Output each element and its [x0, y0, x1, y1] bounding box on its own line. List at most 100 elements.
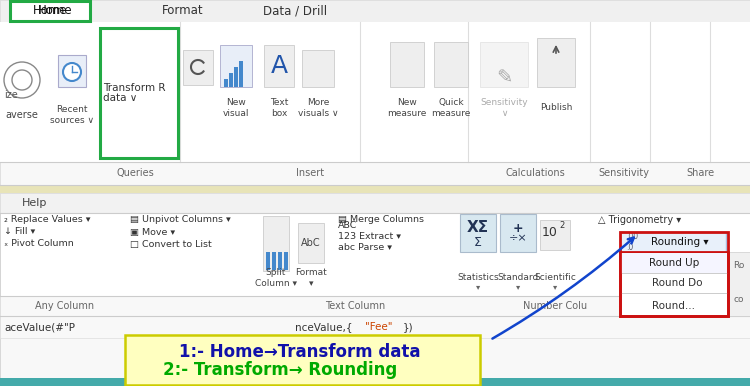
- Text: ▣ Move ▾: ▣ Move ▾: [130, 227, 175, 237]
- Bar: [0, 378, 750, 386]
- Text: 2:- Transform→ Rounding: 2:- Transform→ Rounding: [163, 361, 398, 379]
- Bar: [540, 220, 570, 250]
- Text: Home: Home: [33, 5, 68, 17]
- Text: Rounding ▾: Rounding ▾: [651, 237, 709, 247]
- Bar: [500, 214, 536, 252]
- Text: .00
.0: .00 .0: [626, 232, 638, 252]
- Bar: [620, 232, 728, 316]
- Bar: [0, 193, 750, 386]
- Text: △ Trigonometry ▾: △ Trigonometry ▾: [598, 215, 681, 225]
- Bar: [264, 45, 294, 87]
- Text: ↓ Fill ▾: ↓ Fill ▾: [4, 227, 35, 237]
- Text: Text
box: Text box: [270, 98, 288, 118]
- Text: Recent
sources ∨: Recent sources ∨: [50, 105, 94, 125]
- Text: ₂ Replace Values ▾: ₂ Replace Values ▾: [4, 215, 91, 225]
- Text: ize: ize: [4, 90, 18, 100]
- Bar: [100, 28, 178, 158]
- Bar: [0, 22, 750, 162]
- Text: Insert: Insert: [296, 168, 324, 178]
- Text: aceValue(#"P: aceValue(#"P: [4, 322, 75, 332]
- Bar: [284, 252, 288, 270]
- Text: Ro: Ro: [734, 261, 745, 269]
- Bar: [58, 55, 86, 87]
- Bar: [110, 38, 158, 78]
- Text: +: +: [513, 222, 523, 235]
- Text: New
visual: New visual: [223, 98, 249, 118]
- Text: More
visuals ∨: More visuals ∨: [298, 98, 338, 118]
- Text: Round...: Round...: [652, 301, 695, 311]
- Bar: [620, 252, 728, 316]
- Text: Queries: Queries: [116, 168, 154, 178]
- Text: ₓ Pivot Column: ₓ Pivot Column: [4, 239, 74, 249]
- Text: Text Column: Text Column: [325, 301, 386, 311]
- Text: Calculations: Calculations: [506, 168, 565, 178]
- Text: Sensitivity
 ∨: Sensitivity ∨: [480, 98, 528, 118]
- Text: Quick
measure: Quick measure: [431, 98, 471, 118]
- Bar: [278, 252, 282, 270]
- Text: ▤ Unpivot Columns ▾: ▤ Unpivot Columns ▾: [130, 215, 231, 225]
- Bar: [621, 253, 727, 273]
- Circle shape: [63, 63, 81, 81]
- Bar: [229, 73, 233, 87]
- Text: abc Parse ▾: abc Parse ▾: [338, 244, 392, 252]
- Bar: [728, 252, 750, 316]
- Text: Transform R: Transform R: [103, 83, 165, 93]
- Text: Home: Home: [38, 5, 72, 17]
- Bar: [0, 296, 750, 316]
- Bar: [183, 50, 213, 85]
- Text: 1:- Home→Transform data: 1:- Home→Transform data: [179, 343, 421, 361]
- Bar: [302, 50, 334, 87]
- Text: Standard: Standard: [497, 274, 538, 283]
- Text: Σ: Σ: [474, 235, 482, 249]
- Bar: [0, 0, 750, 22]
- Text: Number Colu: Number Colu: [523, 301, 587, 311]
- Text: ▾: ▾: [553, 283, 557, 291]
- Text: ABC
123 Extract ▾: ABC 123 Extract ▾: [338, 221, 401, 241]
- Text: AbC: AbC: [302, 238, 321, 248]
- Text: XΣ: XΣ: [467, 220, 489, 235]
- Bar: [0, 0, 750, 185]
- Text: ÷×: ÷×: [509, 233, 527, 243]
- Bar: [224, 79, 228, 87]
- Bar: [620, 232, 726, 252]
- Text: Statistics: Statistics: [458, 274, 499, 283]
- Text: □ Convert to List: □ Convert to List: [130, 239, 212, 249]
- Text: "Fee": "Fee": [365, 322, 392, 332]
- Bar: [266, 252, 270, 270]
- Bar: [263, 216, 289, 271]
- Text: nceValue,{: nceValue,{: [295, 322, 352, 332]
- Text: Format
▾: Format ▾: [295, 268, 327, 288]
- Bar: [537, 38, 575, 87]
- Bar: [460, 214, 496, 252]
- Text: }): }): [403, 322, 414, 332]
- Bar: [239, 61, 243, 87]
- Text: Scientific: Scientific: [534, 274, 576, 283]
- Bar: [10, 1, 90, 21]
- Text: Round Up: Round Up: [649, 258, 699, 268]
- Bar: [220, 45, 252, 87]
- Text: Format: Format: [162, 5, 204, 17]
- Bar: [480, 42, 528, 87]
- Bar: [234, 67, 238, 87]
- Text: New
measure: New measure: [387, 98, 427, 118]
- Text: Split
Column ▾: Split Column ▾: [255, 268, 297, 288]
- Bar: [298, 223, 324, 263]
- Text: ▾: ▾: [476, 283, 480, 291]
- Bar: [390, 42, 424, 87]
- Text: A: A: [271, 54, 287, 78]
- Text: 10: 10: [542, 225, 558, 239]
- Text: Any Column: Any Column: [35, 301, 94, 311]
- Bar: [125, 335, 480, 385]
- Bar: [0, 162, 750, 185]
- Text: averse: averse: [5, 110, 38, 120]
- Text: Round Do: Round Do: [652, 278, 703, 288]
- Bar: [0, 185, 750, 193]
- Text: 2: 2: [560, 222, 565, 230]
- Bar: [434, 42, 468, 87]
- Bar: [0, 193, 750, 213]
- Text: ▤ Merge Columns: ▤ Merge Columns: [338, 215, 424, 225]
- Text: Publish: Publish: [540, 103, 572, 112]
- Text: co: co: [734, 296, 744, 305]
- Text: Share: Share: [686, 168, 714, 178]
- Text: data ∨: data ∨: [103, 93, 137, 103]
